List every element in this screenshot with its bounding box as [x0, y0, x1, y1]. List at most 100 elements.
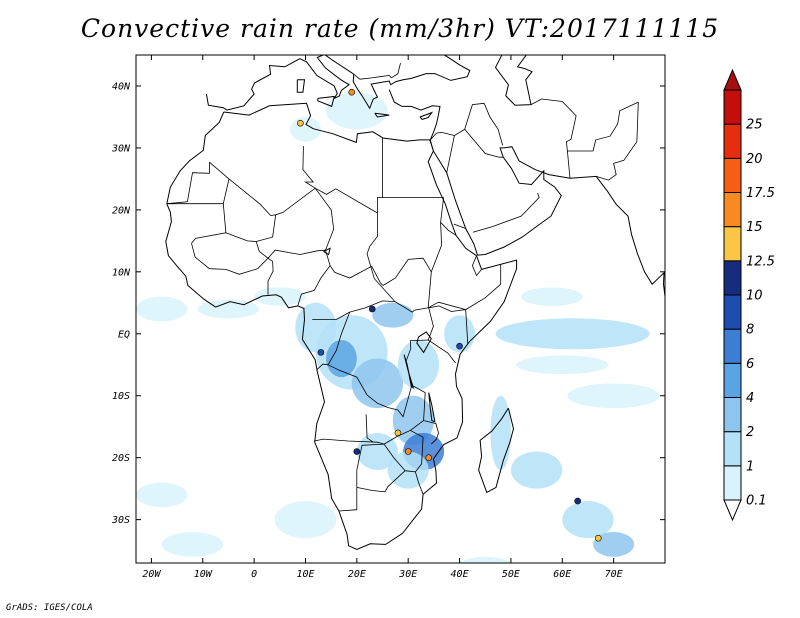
border-36 [464, 129, 504, 158]
x-tick-label: 0 [251, 569, 257, 580]
rain-area-16 [516, 355, 609, 375]
colorbar-segment [723, 328, 742, 364]
border-30 [382, 257, 432, 286]
colorbar-segment [723, 89, 742, 125]
colorbar-segment [723, 362, 742, 399]
rain-area-14 [490, 395, 511, 471]
colorbar-level-label: 8 [746, 323, 754, 338]
lake-victoria [416, 331, 432, 354]
rain-area-27 [458, 556, 512, 563]
chart-title: Convective rain rate (mm/3hr) VT:2017111… [80, 14, 720, 43]
colorbar-level-label: 0.1 [746, 494, 767, 509]
border-2 [302, 146, 316, 189]
border-5 [314, 187, 384, 286]
rain-area-20 [562, 501, 614, 539]
rain-area-24 [161, 532, 224, 557]
colorbar-level-label: 1 [746, 459, 754, 474]
storm-cell-10 [594, 534, 602, 542]
border-22 [410, 420, 439, 445]
border-33 [472, 193, 540, 233]
border-10 [255, 241, 326, 259]
storm-cell-7 [456, 342, 463, 350]
border-8 [222, 178, 230, 204]
border-16 [314, 438, 385, 445]
cyprus [419, 111, 434, 120]
africa-coastline [165, 102, 518, 550]
y-tick-label: 20N [112, 205, 131, 216]
x-tick-label: 70E [605, 569, 623, 580]
colorbar-segment [723, 294, 742, 330]
rain-area-17 [567, 383, 660, 409]
border-11 [297, 265, 331, 307]
colorbar-level-label: 15 [746, 220, 763, 235]
y-tick-label: 10S [112, 391, 130, 402]
rain-area-8 [397, 339, 440, 390]
colorbar-level-label: 25 [746, 118, 763, 133]
rain-area-13 [444, 315, 475, 353]
madagascar-coastline [478, 407, 515, 494]
colorbar: 0.1 1 2 4 6 8 10 12.5 15 17.5 20 25 [723, 68, 775, 522]
border-12 [312, 300, 395, 320]
border-4 [376, 197, 383, 213]
border-20 [356, 470, 406, 493]
rain-area-18 [521, 287, 583, 306]
y-tick-label: 10N [112, 267, 131, 278]
border-3 [382, 138, 444, 198]
colorbar-segment [723, 465, 742, 501]
rain-area-0 [136, 296, 188, 322]
colorbar-level-label: 4 [746, 391, 754, 406]
colorbar-max-triangle [723, 68, 742, 91]
rain-area-23 [136, 482, 188, 508]
border-29 [427, 222, 443, 308]
border-41 [391, 63, 401, 79]
border-24 [405, 339, 456, 386]
colorbar-level-label: 17.5 [746, 186, 775, 201]
colorbar-segment [723, 226, 742, 262]
border-38 [530, 98, 577, 179]
storm-cell-4 [404, 448, 412, 455]
colorbar-level-label: 6 [746, 357, 754, 372]
coastline-layer [165, 55, 665, 550]
map-frame [135, 54, 666, 564]
rain-area-7 [372, 302, 414, 328]
y-tick-label: 30N [111, 143, 131, 154]
y-tick-label: 40N [112, 81, 131, 92]
storm-cell-5 [425, 454, 433, 461]
rain-area-5 [326, 339, 357, 378]
x-tick-label: 20W [142, 569, 161, 580]
crete [374, 112, 390, 118]
border-23 [411, 384, 426, 421]
storm-cell-1 [297, 119, 304, 127]
x-tick-label: 40E [451, 569, 469, 580]
border-28 [440, 197, 457, 236]
border-21 [383, 429, 424, 473]
colorbar-segment [723, 157, 742, 193]
colorbar-level-label: 10 [746, 289, 763, 304]
mediterranean-north [205, 55, 471, 111]
rain-area-15 [495, 318, 650, 350]
y-tick-label: 20S [112, 453, 130, 464]
colorbar-segment [723, 260, 742, 296]
border-32 [471, 255, 482, 277]
turkey-south [388, 89, 441, 141]
lake-malawi [428, 392, 436, 423]
border-26 [428, 305, 469, 345]
credit-label: GrADS: IGES/COLA [6, 603, 93, 613]
colorbar-segment [723, 123, 742, 159]
storm-cell-6 [353, 448, 361, 455]
y-tick-label: EQ [118, 329, 130, 340]
colorbar-level-label: 2 [746, 425, 754, 440]
border-13 [327, 364, 413, 418]
border-14 [327, 311, 351, 365]
border-27 [465, 264, 502, 310]
storm-cell-9 [574, 497, 581, 505]
border-18 [338, 470, 358, 512]
x-tick-label: 60E [553, 569, 571, 580]
x-tick-label: 50E [502, 569, 520, 580]
colorbar-segment [723, 192, 742, 228]
axis-ticks: 20W 10W 0 10E 20E 30E 40E 50E 60E 70E 40N 30N 20N 10N… [111, 55, 665, 580]
x-tick-label: 20E [348, 569, 366, 580]
sicily [317, 95, 335, 108]
sardinia [296, 79, 306, 93]
